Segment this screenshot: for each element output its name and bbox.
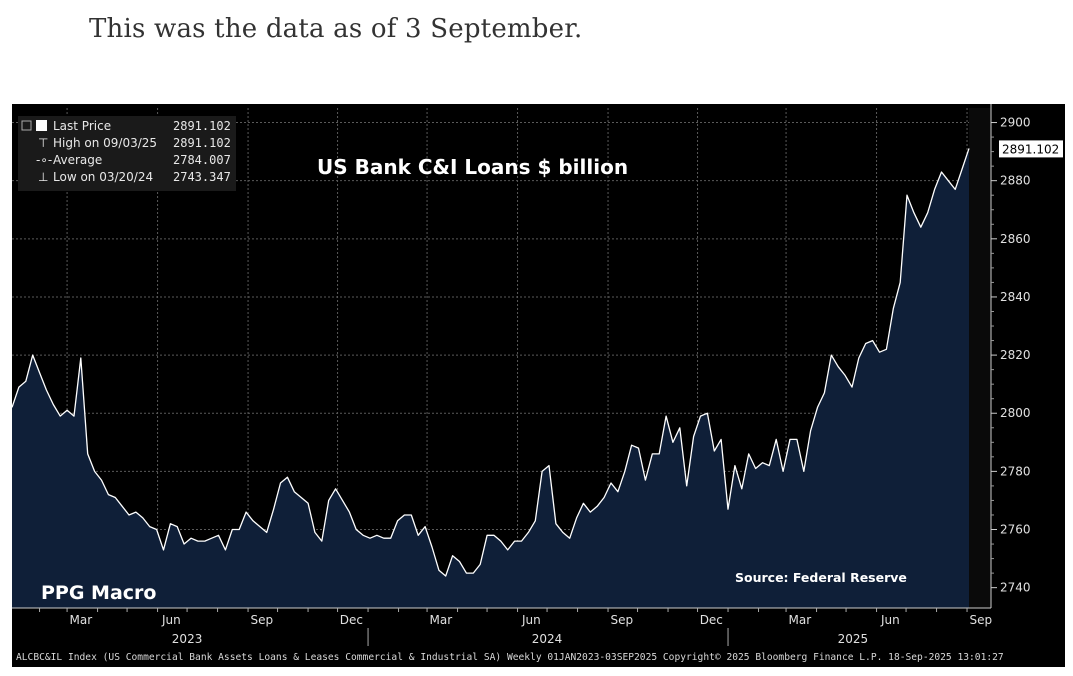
x-tick-label: Mar <box>789 613 812 627</box>
x-tick-label: Jun <box>161 613 181 627</box>
chart-title: US Bank C&I Loans $ billion <box>317 155 628 179</box>
source-label: Source: Federal Reserve <box>735 570 907 585</box>
x-tick-label: Sep <box>610 613 633 627</box>
x-year-label: 2024 <box>532 632 563 646</box>
series-line-last-price <box>12 148 970 577</box>
y-tick-label: 2900 <box>1000 116 1031 130</box>
x-axis-ticks: Mar Jun Sep Dec Mar Jun Sep Dec Mar Jun Sep 2023 202… <box>39 608 992 646</box>
caption: This was the data as of 3 September. <box>89 14 583 44</box>
y-tick-label: 2860 <box>1000 232 1031 246</box>
forecast-gap-band <box>969 108 991 608</box>
legend-box <box>18 116 236 191</box>
legend-row-value: 2743.347 <box>173 170 231 184</box>
legend-collapse-icon[interactable] <box>21 120 32 131</box>
legend-swatch-icon <box>36 120 47 131</box>
legend-row-label: Last Price <box>53 119 111 133</box>
x-tick-label: Dec <box>700 613 723 627</box>
axes <box>12 104 992 609</box>
legend-row-value: 2891.102 <box>173 136 231 150</box>
x-year-label: 2025 <box>838 632 869 646</box>
x-tick-label: Sep <box>251 613 274 627</box>
y-tick-label: 2820 <box>1000 348 1031 362</box>
bloomberg-chart: 2900 2880 2860 2840 2820 2800 2780 2760 2740 Mar… <box>12 104 1065 667</box>
y-tick-label: 2780 <box>1000 464 1031 478</box>
high-marker-icon: ⊤ <box>38 136 48 150</box>
low-marker-icon: ⊥ <box>38 170 48 184</box>
last-value-label: 2891.102 <box>1002 142 1059 156</box>
legend: Last Price 2891.102 ⊤ High on 09/03/25 2… <box>18 116 236 191</box>
legend-row-label: High on 09/03/25 <box>53 136 157 150</box>
y-tick-label: 2740 <box>1000 581 1031 595</box>
x-tick-label: Jun <box>880 613 900 627</box>
x-tick-label: Mar <box>430 613 453 627</box>
y-tick-label: 2760 <box>1000 523 1031 537</box>
last-value-badge: 2891.102 <box>999 140 1063 158</box>
x-tick-label: Dec <box>340 613 363 627</box>
series-area-last-price <box>12 148 969 608</box>
average-marker-icon: -∘- <box>36 153 52 167</box>
x-tick-label: Mar <box>70 613 93 627</box>
x-tick-label: Jun <box>521 613 541 627</box>
brand-label: PPG Macro <box>41 582 156 604</box>
legend-row-value: 2891.102 <box>173 119 231 133</box>
last-value-badge-box <box>999 140 1063 158</box>
x-tick-label: Sep <box>969 613 992 627</box>
y-tick-label: 2880 <box>1000 174 1031 188</box>
y-tick-label: 2800 <box>1000 406 1031 420</box>
legend-row-label: Low on 03/20/24 <box>53 170 153 184</box>
chart-canvas: 2900 2880 2860 2840 2820 2800 2780 2760 2740 Mar… <box>12 104 1063 663</box>
y-tick-label: 2840 <box>1000 290 1031 304</box>
footer-text: ALCBC&IL Index (US Commercial Bank Asset… <box>16 652 1004 663</box>
y-axis-ticks: 2900 2880 2860 2840 2820 2800 2780 2760 2740 <box>991 116 1031 595</box>
legend-row-label: Average <box>53 153 102 167</box>
x-year-label: 2023 <box>172 632 203 646</box>
legend-row-value: 2784.007 <box>173 153 231 167</box>
